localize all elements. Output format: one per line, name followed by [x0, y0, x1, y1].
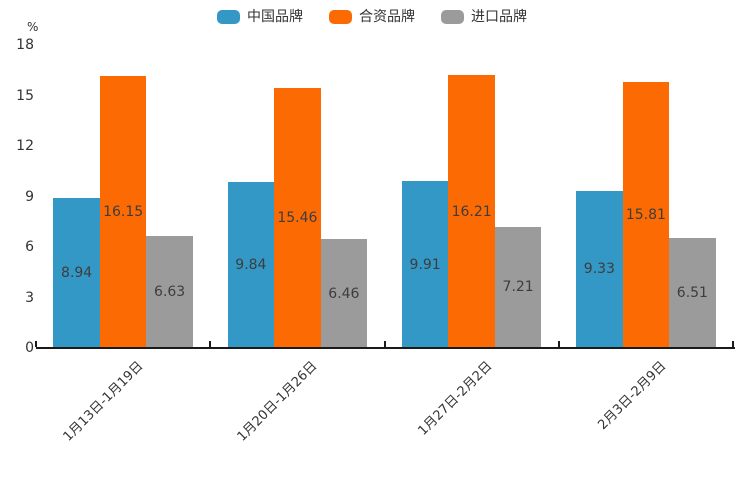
- bar-group-1: 9.84 15.46 6.46: [210, 45, 384, 348]
- legend-item-series-1[interactable]: 合资品牌: [329, 8, 415, 26]
- bar-series2-cat0[interactable]: 6.63: [146, 236, 193, 348]
- x-axis-tick: [209, 341, 212, 347]
- bar-group-0: 8.94 16.15 6.63: [36, 45, 210, 348]
- bar-series0-cat1[interactable]: 9.84: [227, 182, 275, 348]
- bar-value-label: 8.94: [61, 264, 93, 281]
- bar-series1-cat1[interactable]: 15.46: [274, 87, 321, 348]
- x-axis-tick: [732, 341, 734, 347]
- y-axis-unit-label: %: [27, 20, 39, 34]
- plot-area: 8.94 16.15 6.63 9.84 15.46 6.46 9.91 16.21 7.21 9…: [36, 45, 733, 348]
- bar-series1-cat2[interactable]: 16.21: [448, 75, 495, 348]
- x-axis-tick: [35, 341, 37, 347]
- bar-series2-cat3[interactable]: 6.51: [669, 238, 716, 348]
- legend-label: 合资品牌: [359, 9, 415, 25]
- bar-value-label: 15.81: [625, 206, 666, 223]
- legend-color-swatch-icon: [441, 10, 464, 24]
- y-axis-tick-label: 18: [16, 37, 34, 53]
- bar-value-label: 7.21: [502, 279, 534, 296]
- bar-series2-cat1[interactable]: 6.46: [320, 239, 368, 348]
- x-axis-label-cat3: 2月3日-2月9日: [595, 358, 670, 433]
- legend-label: 中国品牌: [247, 9, 303, 25]
- bar-series2-cat2[interactable]: 7.21: [494, 226, 542, 348]
- x-axis-label-cat2: 1月27日-2月2日: [415, 358, 496, 439]
- bar-value-label: 9.91: [409, 256, 441, 273]
- bar-series0-cat0[interactable]: 8.94: [53, 197, 100, 348]
- legend-label: 进口品牌: [471, 9, 527, 25]
- legend-color-swatch-icon: [217, 10, 240, 24]
- bar-series0-cat2[interactable]: 9.91: [401, 181, 449, 348]
- bar-series1-cat0[interactable]: 16.15: [99, 76, 147, 348]
- bar-value-label: 15.46: [277, 209, 318, 226]
- y-axis-tick-label: 9: [25, 188, 34, 205]
- legend-item-series-2[interactable]: 进口品牌: [441, 8, 527, 26]
- x-axis-tick: [383, 341, 386, 347]
- bar-value-label: 6.46: [328, 285, 360, 302]
- bar-value-label: 16.21: [451, 203, 492, 220]
- legend-item-series-0[interactable]: 中国品牌: [217, 8, 303, 26]
- y-axis-tick-label: 0: [25, 340, 34, 356]
- bar-group-3: 9.33 15.81 6.51: [559, 45, 733, 348]
- bar-value-label: 6.51: [676, 285, 708, 302]
- y-axis-tick-label: 12: [16, 138, 34, 154]
- x-axis-line: [36, 347, 735, 349]
- x-axis-label-cat0: 1月13日-1月19日: [60, 358, 147, 445]
- legend: 中国品牌 合资品牌 进口品牌: [0, 8, 744, 26]
- bar-series0-cat3[interactable]: 9.33: [576, 190, 623, 348]
- bar-value-label: 9.33: [583, 261, 615, 278]
- bar-value-label: 9.84: [235, 257, 267, 274]
- y-axis-tick-label: 15: [16, 87, 34, 104]
- y-axis-tick-label: 3: [25, 289, 34, 306]
- bar-value-label: 16.15: [103, 204, 144, 221]
- legend-color-swatch-icon: [329, 10, 352, 24]
- bar-series1-cat3[interactable]: 15.81: [622, 81, 670, 348]
- x-axis-tick: [557, 341, 560, 347]
- x-axis-label-cat1: 1月20日-1月26日: [235, 358, 321, 445]
- bar-value-label: 6.63: [154, 284, 186, 301]
- y-axis-tick-label: 6: [25, 239, 34, 255]
- bar-group-2: 9.91 16.21 7.21: [385, 45, 559, 348]
